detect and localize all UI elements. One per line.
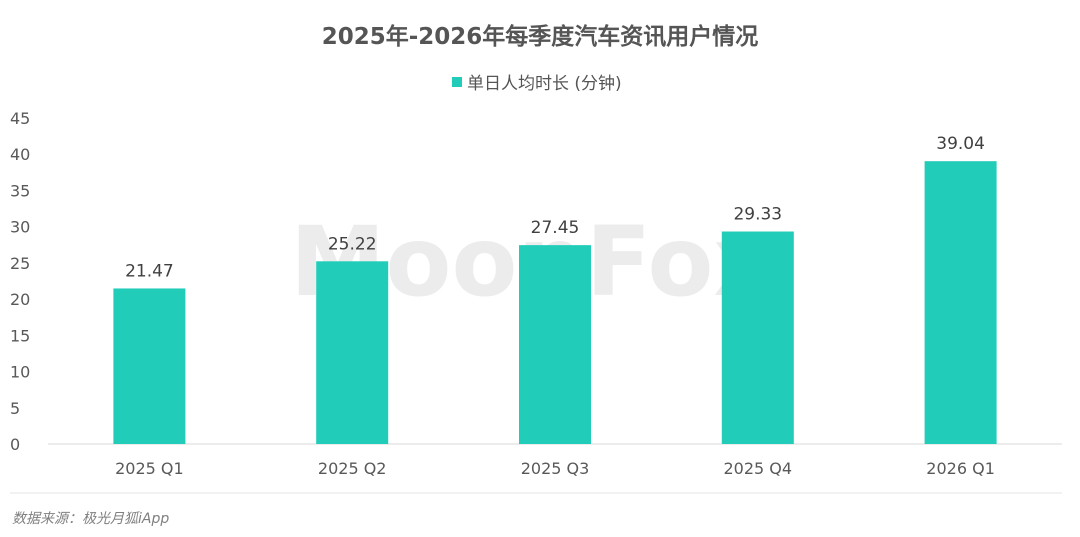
data-label: 39.04	[936, 134, 985, 154]
y-tick-label: 45	[10, 109, 30, 128]
y-tick-label: 15	[10, 326, 30, 345]
bar	[924, 161, 997, 445]
y-tick-label: 0	[10, 435, 20, 454]
x-category-label: 2026 Q1	[926, 459, 995, 478]
chart-title: 2025年-2026年每季度汽车资讯用户情况	[322, 23, 759, 50]
legend-label: 单日人均时长 (分钟)	[467, 74, 622, 94]
y-tick-label: 25	[10, 254, 30, 273]
x-category-label: 2025 Q2	[318, 459, 387, 478]
x-category-label: 2025 Q3	[521, 459, 590, 478]
data-label: 21.47	[125, 261, 174, 281]
y-tick-label: 35	[10, 181, 30, 200]
bar	[519, 245, 591, 444]
category-labels: 2025 Q1 2025 Q2 2025 Q3 2025 Q4 2026 Q1	[115, 459, 995, 478]
data-label: 27.45	[531, 218, 580, 238]
bar	[113, 288, 186, 444]
source-note: 数据来源：极光月狐iApp	[12, 511, 169, 527]
y-tick-label: 5	[10, 399, 20, 418]
y-axis-ticks: 0 5 10 15 20 25 30 35 40 45	[10, 109, 30, 454]
legend-swatch	[452, 77, 462, 87]
data-labels: 21.47 25.22 27.45 29.33 39.04	[125, 134, 985, 281]
y-tick-label: 20	[10, 290, 30, 309]
y-tick-label: 40	[10, 145, 30, 164]
y-tick-label: 10	[10, 363, 30, 382]
bar	[316, 261, 389, 444]
bar	[721, 231, 794, 444]
x-category-label: 2025 Q1	[115, 459, 184, 478]
bars	[113, 161, 997, 445]
x-category-label: 2025 Q4	[724, 459, 793, 478]
y-tick-label: 30	[10, 218, 30, 237]
data-label: 25.22	[328, 234, 377, 254]
data-label: 29.33	[733, 205, 782, 225]
